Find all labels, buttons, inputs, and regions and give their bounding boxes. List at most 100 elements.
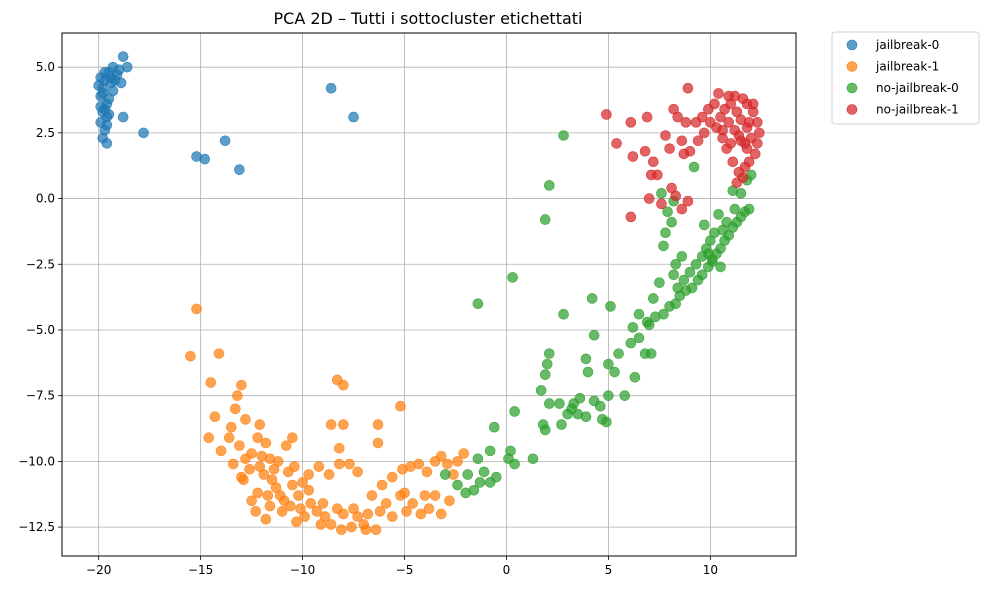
data-point (399, 487, 410, 499)
data-point (505, 445, 516, 457)
data-point (558, 308, 569, 320)
data-point (397, 463, 408, 475)
data-point (743, 203, 755, 215)
data-point (619, 390, 631, 401)
data-point (647, 156, 659, 168)
data-point (227, 458, 239, 470)
data-point (323, 469, 335, 480)
data-point (325, 419, 337, 430)
data-point (488, 421, 500, 433)
data-point (240, 414, 251, 425)
data-point (643, 193, 655, 204)
data-point (713, 88, 724, 99)
data-point (737, 93, 749, 105)
data-point (185, 350, 196, 362)
data-point (452, 479, 463, 491)
data-point (541, 358, 553, 370)
data-point (460, 487, 472, 499)
data-point (452, 456, 463, 467)
data-point (101, 138, 113, 149)
data-point (696, 269, 708, 281)
data-point (444, 495, 455, 507)
series-jailbreak-0 (93, 51, 359, 175)
data-point (625, 211, 637, 223)
data-point (203, 432, 215, 444)
data-point (639, 145, 651, 157)
data-point (721, 216, 732, 228)
data-point (372, 437, 384, 449)
data-point (260, 437, 272, 449)
legend-label: jailbreak-1 (875, 60, 939, 74)
data-point (276, 506, 288, 517)
data-point (535, 385, 547, 396)
data-point (115, 77, 127, 89)
data-point (252, 487, 264, 499)
data-point (713, 209, 724, 220)
data-point (299, 511, 310, 522)
y-tick-label: 2.5 (36, 126, 55, 140)
data-point (676, 203, 688, 215)
data-point (743, 117, 755, 128)
data-point (688, 161, 700, 173)
data-point (662, 206, 673, 218)
data-point (656, 188, 667, 199)
data-point (543, 180, 555, 191)
data-point (280, 440, 292, 451)
data-point (654, 277, 665, 288)
data-point (709, 98, 720, 110)
data-point (348, 503, 359, 514)
data-point (733, 166, 745, 178)
data-point (366, 490, 378, 501)
data-point (729, 203, 741, 215)
x-tick-label: 5 (605, 563, 613, 577)
legend-marker (846, 39, 858, 51)
data-point (236, 379, 247, 391)
data-point (429, 490, 441, 501)
data-point (684, 266, 696, 278)
data-point (690, 117, 702, 128)
data-point (672, 282, 684, 294)
data-point (380, 498, 392, 509)
data-point (601, 109, 612, 120)
data-point (374, 506, 386, 517)
data-point (262, 490, 274, 501)
data-point (230, 403, 241, 415)
data-point (682, 195, 694, 207)
legend-label: no-jailbreak-0 (876, 81, 959, 95)
legend-label: jailbreak-0 (875, 38, 939, 52)
data-point (338, 508, 349, 520)
data-point (297, 477, 308, 488)
data-point (234, 440, 245, 451)
data-point (225, 421, 237, 433)
data-point (336, 524, 347, 536)
data-point (676, 251, 688, 262)
data-point (664, 143, 675, 154)
x-tick-label: −15 (188, 563, 213, 577)
data-point (554, 398, 565, 409)
data-point (423, 503, 435, 514)
data-point (287, 479, 298, 491)
data-point (205, 377, 217, 388)
data-point (346, 521, 357, 533)
data-point (625, 337, 637, 349)
data-point (558, 130, 569, 141)
data-point (246, 495, 257, 507)
data-point (215, 445, 227, 457)
data-point (107, 85, 119, 97)
data-point (401, 506, 412, 517)
data-point (264, 500, 276, 512)
data-point (725, 138, 737, 149)
data-point (376, 479, 388, 491)
legend: jailbreak-0 jailbreak-1 no-jailbreak-0 no-j… (831, 31, 980, 125)
data-point (219, 135, 231, 147)
data-point (715, 261, 726, 273)
data-point (682, 82, 694, 94)
x-tick-label: −10 (290, 563, 315, 577)
data-point (556, 419, 567, 430)
data-point (209, 411, 221, 423)
data-point (601, 416, 612, 428)
data-point (372, 419, 384, 430)
legend-marker (846, 82, 858, 94)
legend-marker (846, 104, 858, 115)
data-point (692, 135, 704, 147)
